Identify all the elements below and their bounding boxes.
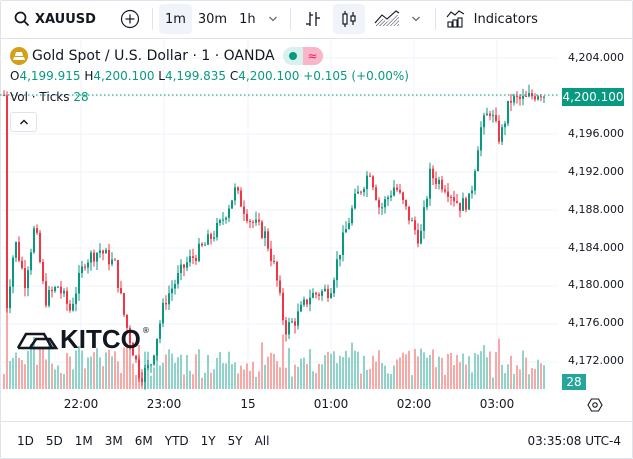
interval-dropdown-button[interactable] [262,4,284,34]
range-5d[interactable]: 5D [45,433,63,448]
top-toolbar: XAUUSD 1m 30m 1h Indicators [0,0,633,39]
kitco-logo-icon [16,332,59,350]
last-price-label: 4,200.100 [562,88,624,106]
volume-badge: 28 [562,374,586,390]
range-3m[interactable]: 3M [104,433,123,448]
price-tick: 4,176.000 [568,316,624,329]
range-ytd[interactable]: YTD [164,433,189,448]
open-value: 4,199.915 [19,69,81,83]
add-symbol-icon [120,9,140,29]
close-value: 4,200.100 [238,69,300,83]
price-chart-canvas[interactable] [0,40,558,392]
chevron-down-icon [268,16,277,22]
registered-mark: ® [141,326,150,335]
watermark-text: KITCO [60,324,141,354]
chart-legend: Gold Spot / U.S. Dollar · 1 · OANDA ≈ O4… [10,46,409,104]
price-tick: 4,196.000 [568,127,624,140]
time-tick: 02:00 [396,397,432,411]
time-tick: 01:00 [313,397,349,411]
market-open-dot-icon [282,47,303,65]
price-tick: 4,172.000 [568,354,624,367]
low-value: 4,199.835 [164,69,227,83]
range-all[interactable]: All [254,433,270,448]
time-tick: 15 [240,397,256,411]
ohlc-values: O4,199.915 H4,200.100 L4,199.835 C4,200.… [10,69,409,83]
price-tick: 4,180.000 [568,278,624,291]
area-style-icon [374,10,399,26]
interval-1m[interactable]: 1m [158,4,192,34]
compare-symbol-button[interactable] [114,4,146,34]
candles-chart-type-button[interactable] [332,4,365,34]
close-label: C [229,69,239,83]
legend-title-row: Gold Spot / U.S. Dollar · 1 · OANDA ≈ [10,46,409,66]
high-label: H [84,69,94,83]
price-tick: 4,188.000 [568,203,624,216]
timezone-clock[interactable]: 03:35:08 UTC-4 [527,433,621,448]
area-chart-type-button[interactable] [371,4,403,34]
toolbar-divider [151,8,153,30]
interval-30m[interactable]: 30m [192,4,233,34]
symbol-search-button[interactable]: XAUUSD [10,4,100,34]
search-icon [14,11,30,27]
chart-type-dropdown-button[interactable] [403,4,429,34]
volume-legend: Vol · Ticks 28 [10,90,409,104]
settings-hex-icon [587,398,603,412]
interval-label: 30m [197,11,228,27]
open-label: O [10,69,20,83]
toolbar-divider [289,8,291,30]
bar-style-icon [305,12,320,26]
indicators-label: Indicators [473,11,538,27]
chart-settings-button[interactable] [586,396,604,414]
volume-value: 28 [73,90,89,104]
range-1y[interactable]: 1Y [200,433,216,448]
status-pills[interactable]: ≈ [282,47,323,65]
range-1m[interactable]: 1M [74,433,93,448]
candle-style-icon [342,11,356,27]
chevron-up-icon [19,119,28,125]
interval-label: 1m [164,11,186,27]
time-tick: 03:00 [479,397,515,411]
range-6m[interactable]: 6M [134,433,153,448]
symbol-name: XAUUSD [35,11,96,27]
kitco-watermark: KITCO ® [16,326,150,352]
delayed-data-icon: ≈ [302,47,323,65]
gold-symbol-icon [10,47,28,65]
price-tick: 4,204.000 [568,51,624,64]
change-value: +0.105 (+0.00%) [303,69,409,83]
price-tick: 4,192.000 [568,165,624,178]
bottom-toolbar: 1D 5D 1M 3M 6M YTD 1Y 5Y All 03:35:08 UT… [0,421,633,459]
bars-chart-type-button[interactable] [297,4,329,34]
time-tick: 23:00 [146,397,182,411]
collapse-legend-button[interactable] [10,112,37,132]
price-tick: 4,184.000 [568,241,624,254]
toolbar-divider [434,8,436,30]
indicators-icon [446,10,464,28]
range-5y[interactable]: 5Y [227,433,243,448]
indicators-button[interactable]: Indicators [442,4,542,34]
volume-label[interactable]: Vol · Ticks [10,90,70,104]
high-value: 4,200.100 [93,69,155,83]
interval-1h[interactable]: 1h [233,4,262,34]
legend-title[interactable]: Gold Spot / U.S. Dollar · 1 · OANDA [32,48,275,64]
interval-label: 1h [239,11,256,27]
chevron-down-icon [411,16,420,22]
range-1d[interactable]: 1D [17,433,34,448]
time-tick: 22:00 [63,397,99,411]
low-label: L [158,69,165,83]
